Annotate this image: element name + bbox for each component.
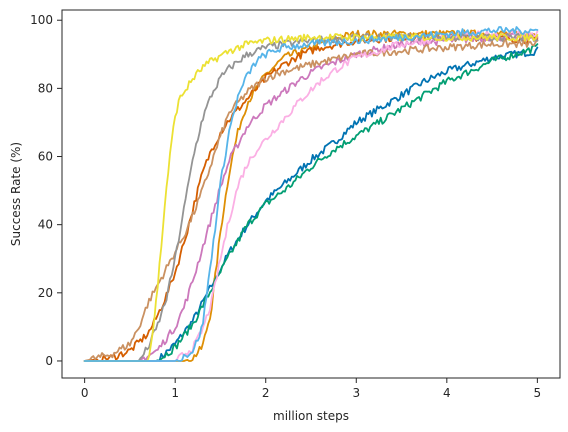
y-axis-label: Success Rate (%)	[9, 142, 23, 246]
plot-lines	[83, 26, 539, 362]
x-axis: 0 1 2 3 4 5	[81, 378, 541, 400]
y-tick-label: 40	[38, 218, 53, 232]
x-tick-label: 2	[262, 386, 270, 400]
series-line-6	[83, 39, 539, 362]
series-line-1	[83, 46, 539, 362]
y-axis: 0 20 40 60 80 100	[30, 13, 62, 368]
x-tick-label: 3	[352, 386, 360, 400]
y-tick-label: 60	[38, 150, 53, 164]
y-tick-label: 20	[38, 286, 53, 300]
x-tick-label: 1	[171, 386, 179, 400]
x-tick-label: 0	[81, 386, 89, 400]
series-line-10	[83, 26, 539, 362]
y-tick-label: 0	[45, 354, 53, 368]
x-tick-label: 4	[443, 386, 451, 400]
x-axis-label: million steps	[273, 409, 349, 423]
plot-frame	[61, 9, 561, 379]
x-tick-label: 5	[534, 386, 542, 400]
series-line-9	[83, 32, 539, 362]
y-tick-label: 100	[30, 13, 53, 27]
y-tick-label: 80	[38, 81, 53, 95]
